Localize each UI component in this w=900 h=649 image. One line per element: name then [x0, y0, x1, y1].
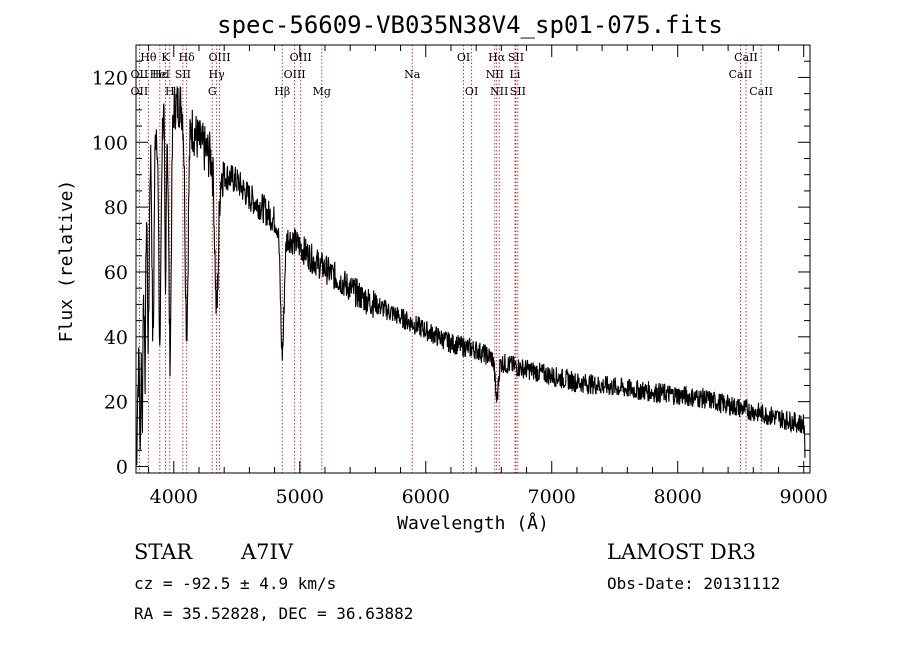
- marker-label: Hβ: [274, 85, 290, 98]
- line-markers: [138, 45, 762, 473]
- y-axis-label: Flux (relative): [56, 180, 77, 343]
- marker-label: H: [165, 85, 175, 98]
- marker-label: SII: [175, 68, 191, 81]
- y-tick-label: 60: [104, 262, 128, 284]
- x-tick-label: 6000: [402, 486, 450, 508]
- marker-label: OIII: [284, 68, 306, 81]
- x-tick-label: 4000: [150, 486, 198, 508]
- marker-label: OII: [131, 85, 149, 98]
- marker-label: Na: [404, 68, 421, 81]
- marker-label: Hγ: [209, 68, 226, 81]
- marker-label: HeI: [150, 68, 170, 81]
- x-tick-label: 9000: [780, 486, 828, 508]
- marker-label: CaII: [729, 68, 753, 81]
- y-tick-label: 20: [104, 392, 128, 414]
- redshift-velocity: cz = -92.5 ± 4.9 km/s: [134, 574, 336, 593]
- marker-label: Hθ: [140, 51, 157, 64]
- marker-label: G: [208, 85, 217, 98]
- x-tick-label: 5000: [276, 486, 324, 508]
- y-tick-label: 0: [116, 457, 128, 479]
- y-tick-label: 100: [92, 132, 128, 154]
- y-tick-label: 40: [104, 327, 128, 349]
- x-tick-label: 8000: [654, 486, 702, 508]
- marker-label: Hε: [152, 68, 168, 81]
- marker-label: K: [161, 51, 170, 64]
- marker-label: Hδ: [179, 51, 196, 64]
- x-tick-label: 7000: [528, 486, 576, 508]
- spectral-subclass: A7IV: [240, 540, 294, 564]
- axis-ticks: [136, 45, 810, 473]
- axis-tick-labels: 4000 5000 6000 7000 8000 9000 0 20 40 60 80 100 120: [92, 67, 828, 508]
- plot-frame: [135, 44, 811, 474]
- y-tick-label: 120: [92, 67, 128, 89]
- marker-label: CaII: [734, 51, 758, 64]
- marker-label: Mg: [313, 85, 331, 98]
- marker-label: OII: [131, 68, 149, 81]
- marker-label: NII: [490, 85, 508, 98]
- marker-label: OI: [457, 51, 470, 64]
- chart-title: spec-56609-VB035N38V4_sp01-075.fits: [217, 11, 723, 39]
- spectrum-line: [135, 86, 806, 466]
- marker-label: CaII: [749, 85, 773, 98]
- marker-label: OI: [465, 85, 478, 98]
- marker-label: Li: [510, 68, 521, 81]
- x-axis-label: Wavelength (Å): [397, 512, 549, 534]
- marker-label: OIII: [208, 51, 230, 64]
- object-type: STAR: [134, 540, 193, 564]
- survey-name: LAMOST DR3: [607, 540, 756, 564]
- marker-label: NII: [486, 68, 504, 81]
- marker-label: OIII: [290, 51, 312, 64]
- coordinates: RA = 35.52828, DEC = 36.63882: [134, 604, 413, 623]
- y-tick-label: 80: [104, 197, 128, 219]
- marker-label: SII: [508, 51, 524, 64]
- observation-date: Obs-Date: 20131112: [607, 574, 780, 593]
- marker-label: Hα: [488, 51, 506, 64]
- marker-label: SII: [510, 85, 526, 98]
